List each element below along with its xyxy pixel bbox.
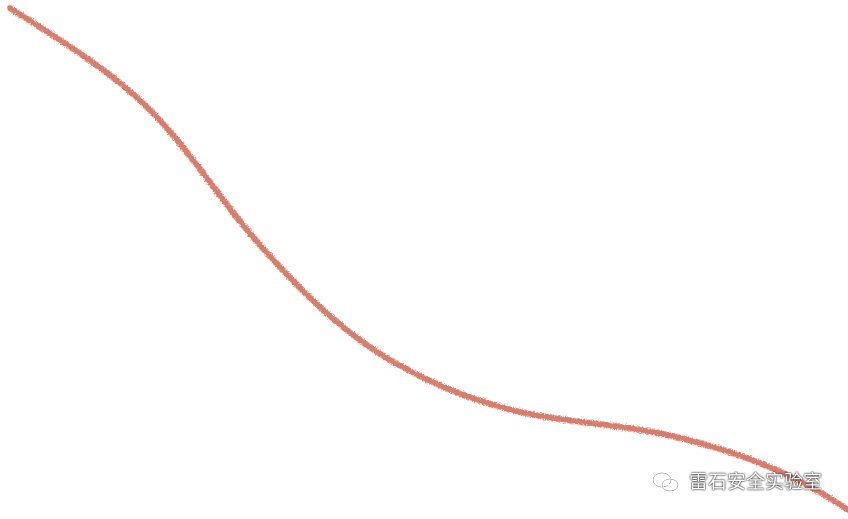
wechat-icon: [652, 472, 679, 492]
watermark-text: 雷石安全实验室: [688, 470, 822, 493]
watermark: 雷石安全实验室: [651, 471, 822, 493]
brush-stroke-path: [7, 5, 848, 513]
